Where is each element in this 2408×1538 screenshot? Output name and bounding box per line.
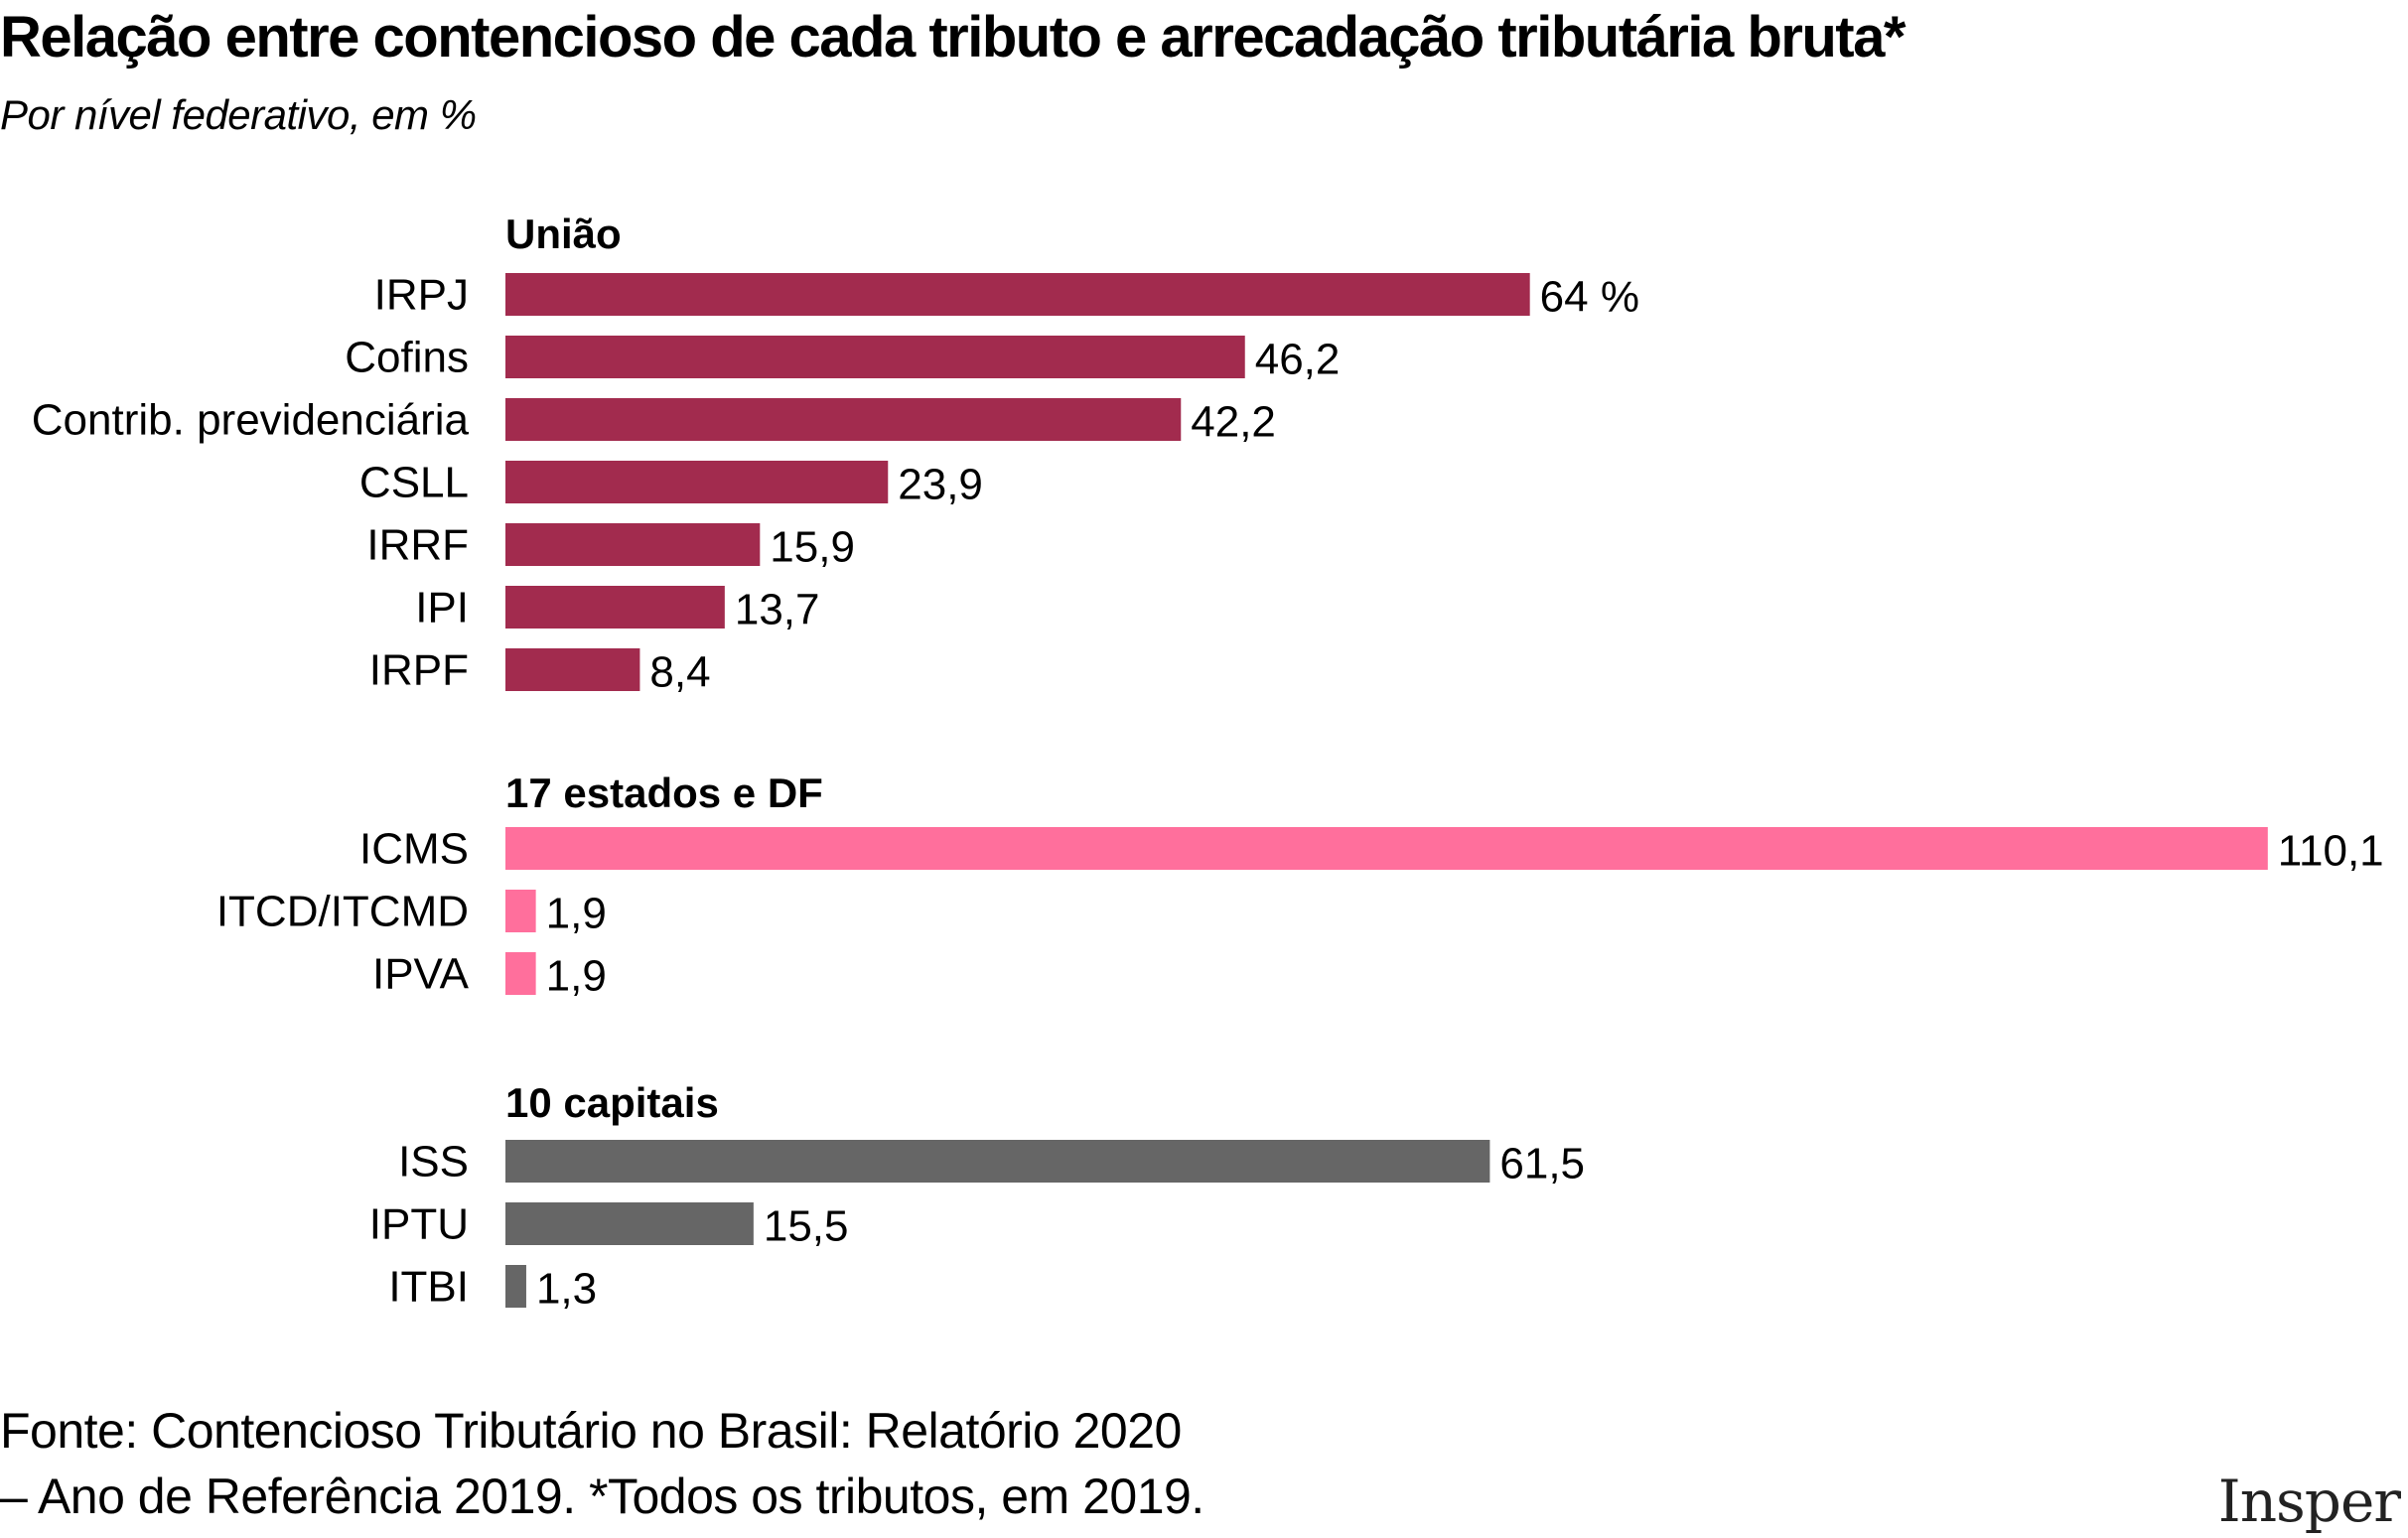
bar bbox=[505, 398, 1182, 441]
source-line-1: Fonte: Contencioso Tributário no Brasil:… bbox=[0, 1403, 1182, 1459]
category-label: Cofins bbox=[345, 334, 469, 382]
chart-subtitle: Por nível federativo, em % bbox=[0, 91, 477, 138]
category-label: ISS bbox=[398, 1138, 469, 1187]
value-label: 110,1 bbox=[2278, 827, 2384, 876]
bar bbox=[505, 461, 889, 503]
category-label: IPI bbox=[415, 584, 469, 632]
value-label: 1,9 bbox=[546, 952, 607, 1001]
value-label: 64 % bbox=[1540, 273, 1639, 322]
category-label: IRPJ bbox=[374, 271, 469, 320]
bar bbox=[505, 336, 1245, 378]
category-label: Contrib. previdenciária bbox=[32, 396, 470, 445]
source-note: Fonte: Contencioso Tributário no Brasil:… bbox=[0, 1398, 1204, 1529]
category-label: IPVA bbox=[372, 950, 470, 999]
category-label: CSLL bbox=[359, 459, 469, 507]
bar bbox=[505, 648, 640, 691]
value-label: 23,9 bbox=[898, 461, 983, 509]
value-label: 42,2 bbox=[1191, 398, 1276, 447]
category-label: ICMS bbox=[359, 825, 469, 874]
bar bbox=[505, 890, 536, 932]
bar bbox=[505, 1202, 754, 1245]
bar bbox=[505, 1140, 1490, 1183]
category-label: ITCD/ITCMD bbox=[216, 888, 469, 936]
value-label: 15,5 bbox=[764, 1202, 849, 1251]
value-label: 1,3 bbox=[536, 1265, 597, 1314]
value-label: 61,5 bbox=[1499, 1140, 1585, 1188]
value-label: 8,4 bbox=[649, 648, 710, 697]
value-label: 15,9 bbox=[770, 523, 855, 572]
group-title: 10 capitais bbox=[505, 1079, 719, 1126]
insper-logo: Insper bbox=[2217, 1468, 2401, 1535]
value-label: 1,9 bbox=[546, 890, 607, 938]
category-label: IRRF bbox=[366, 521, 469, 570]
category-label: ITBI bbox=[388, 1263, 469, 1312]
bar bbox=[505, 586, 725, 629]
chart-title: Relação entre contencioso de cada tribut… bbox=[0, 5, 1906, 70]
bar bbox=[505, 273, 1530, 316]
group-title: 17 estados e DF bbox=[505, 769, 823, 816]
bar bbox=[505, 523, 761, 566]
bar bbox=[505, 1265, 526, 1308]
category-label: IPTU bbox=[369, 1200, 469, 1249]
source-line-2: – Ano de Referência 2019. *Todos os trib… bbox=[0, 1468, 1204, 1524]
bar-group: União IRPJ 64 % Cofins 46,2 Contrib. previden… bbox=[32, 210, 1639, 697]
bar bbox=[505, 952, 536, 995]
bar-group: 17 estados e DF ICMS 110,1 ITCD/ITCMD 1,9 IPV… bbox=[216, 769, 2384, 1001]
bar bbox=[505, 827, 2268, 870]
value-label: 46,2 bbox=[1255, 336, 1341, 384]
group-title: União bbox=[505, 210, 622, 257]
value-label: 13,7 bbox=[735, 586, 820, 634]
bar-group: 10 capitais ISS 61,5 IPTU 15,5 ITBI 1,3 bbox=[369, 1079, 1585, 1314]
category-label: IRPF bbox=[369, 646, 469, 695]
